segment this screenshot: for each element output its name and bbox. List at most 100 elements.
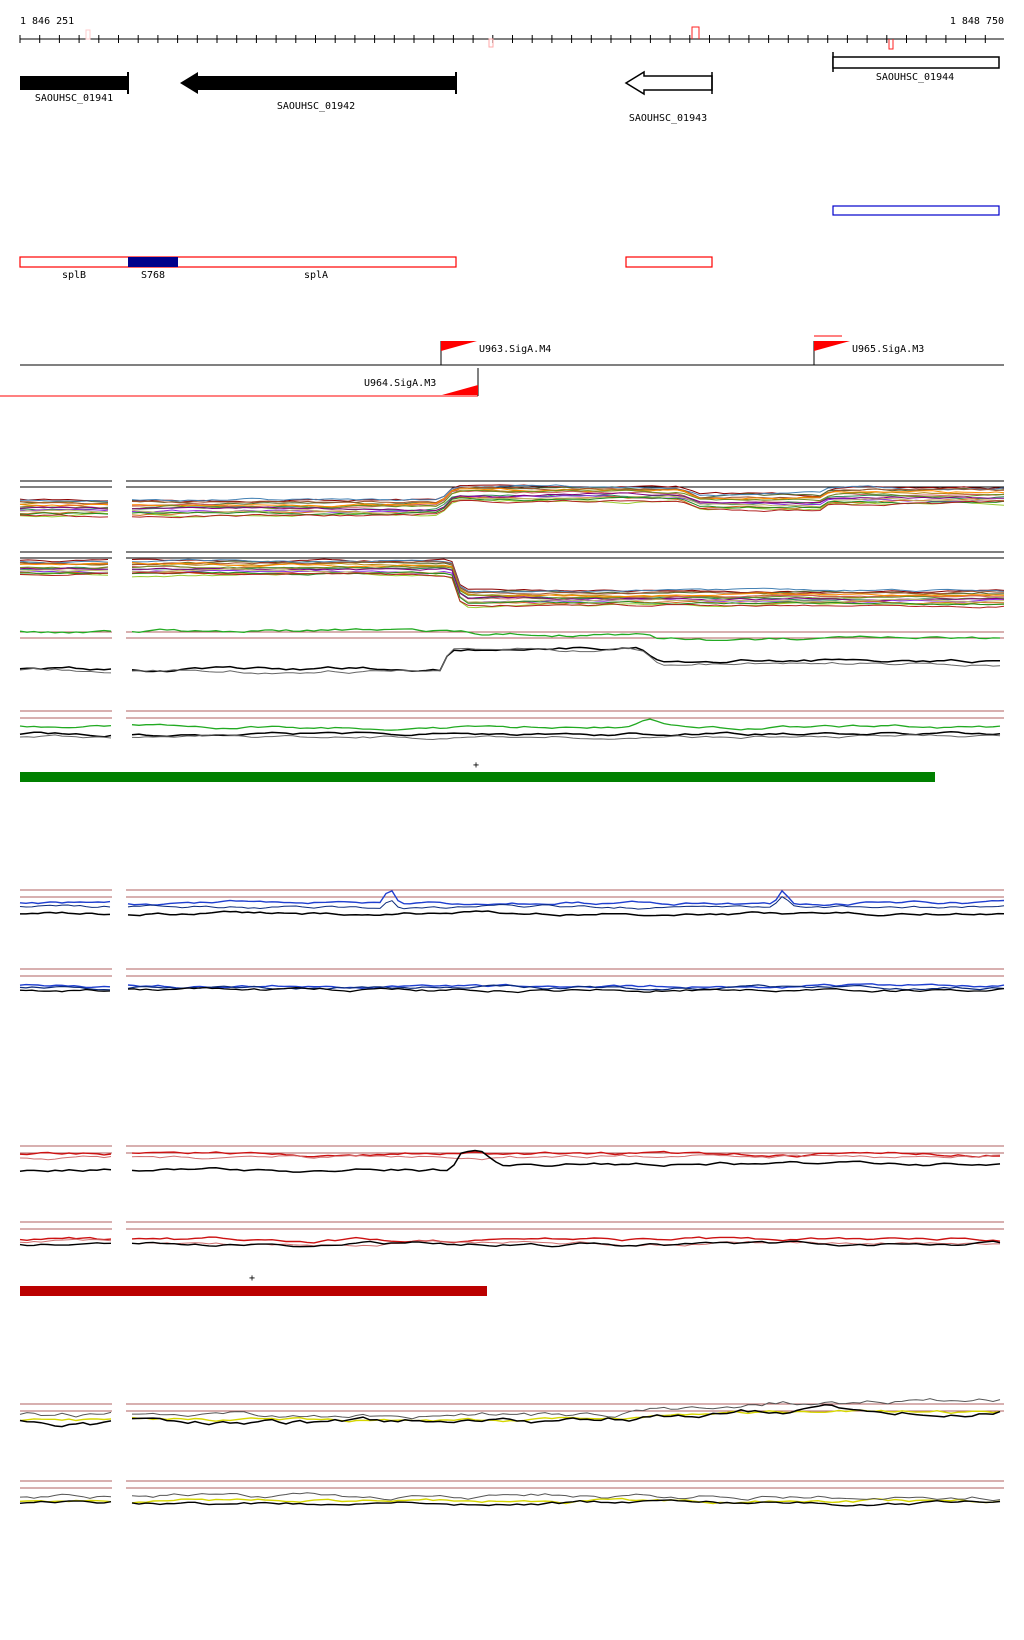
expression-line-grey	[19, 1493, 112, 1499]
expression-line	[131, 484, 1005, 502]
expression-line-black	[19, 1419, 112, 1428]
feature-label-splb: splB	[62, 270, 86, 281]
expression-line	[131, 499, 1005, 519]
expression-line-pink	[19, 1155, 112, 1161]
expression-line-black	[20, 911, 111, 916]
expression-line-black	[127, 986, 1005, 994]
expression-line-black	[19, 1168, 112, 1173]
gene-label: SAOUHSC_01944	[876, 72, 954, 83]
expression-line	[131, 494, 1005, 512]
expression-line-red	[19, 1236, 112, 1242]
expression-line-blue	[19, 983, 111, 989]
expression-line-green	[131, 718, 1001, 731]
feature-box-splb-spla[interactable]	[19, 256, 457, 268]
expression-line-yellow	[131, 1497, 1001, 1505]
segment-green[interactable]: +	[20, 760, 935, 782]
expression-line-black	[131, 646, 1001, 673]
expression-line	[19, 511, 109, 515]
expression-line-black	[19, 1242, 112, 1247]
expression-line-grey	[19, 667, 112, 674]
coordinate-ruler: 1 846 251 1 848 750	[19, 16, 1004, 50]
expression-line-pink	[131, 1154, 1001, 1161]
expression-line	[131, 496, 1005, 516]
expression-line-black	[19, 731, 112, 738]
expression-line-navy	[19, 904, 111, 908]
gene-track: SAOUHSC_01941 SAOUHSC_01942 SAOUHSC_0194…	[20, 52, 1000, 124]
expression-line	[19, 506, 109, 510]
expression-line-red	[131, 1236, 1001, 1244]
segment-marker: +	[249, 1273, 255, 1284]
feature-track: splB S768 splA	[19, 256, 713, 281]
expression-line-black	[131, 1240, 1001, 1248]
promoter-u964[interactable]: U964.SigA.M3	[0, 368, 479, 397]
expression-line	[131, 489, 1005, 510]
feature-box-right[interactable]	[625, 256, 713, 268]
gene-label: SAOUHSC_01942	[277, 101, 355, 112]
expression-line	[19, 503, 108, 507]
expression-line-grey	[131, 647, 1001, 675]
gene-saouhsc-01942[interactable]: SAOUHSC_01942	[180, 72, 457, 112]
expression-line	[19, 499, 109, 502]
expression-line-navy	[19, 985, 111, 991]
gene-label: SAOUHSC_01941	[35, 93, 113, 104]
expression-line-blue	[19, 900, 111, 905]
expression-line-green	[131, 628, 1001, 642]
expression-line	[131, 568, 1005, 603]
blue-annotation-box[interactable]	[832, 205, 1000, 216]
gene-saouhsc-01941[interactable]: SAOUHSC_01941	[20, 72, 129, 104]
expression-line	[19, 512, 109, 516]
expression-line-blue	[127, 983, 1005, 990]
expression-line	[132, 492, 1004, 512]
expression-line	[19, 514, 109, 518]
gene-saouhsc-01944[interactable]: SAOUHSC_01944	[832, 52, 1000, 83]
expression-line	[131, 560, 1005, 595]
expression-line	[131, 571, 1005, 606]
feature-label-s768: S768	[141, 270, 165, 281]
gene-saouhsc-01943[interactable]: SAOUHSC_01943	[624, 70, 713, 124]
expression-line-black	[131, 1149, 1001, 1173]
gene-label: SAOUHSC_01943	[629, 113, 707, 124]
ruler-ticks	[19, 35, 986, 43]
expression-line	[19, 560, 109, 564]
expression-line	[131, 487, 1005, 508]
expression-line-pink	[19, 1238, 112, 1244]
segment-marker: +	[473, 760, 479, 771]
expression-line-black	[19, 988, 111, 993]
promoter-track: U963.SigA.M4 U965.SigA.M3 U964.SigA.M3	[0, 335, 1004, 397]
ruler-end-label: 1 848 750	[950, 16, 1004, 27]
segment-red[interactable]: +	[20, 1273, 487, 1296]
expression-line-black	[19, 1500, 112, 1504]
expression-line-black	[127, 910, 1005, 917]
expression-line-black	[131, 1499, 1001, 1507]
expression-line-red	[131, 1150, 1001, 1158]
expression-line-green	[19, 724, 112, 729]
expression-line	[19, 572, 109, 577]
promoter-label: U965.SigA.M3	[852, 344, 924, 355]
expression-line	[20, 562, 109, 566]
promoter-label: U963.SigA.M4	[479, 344, 551, 355]
ruler-start-label: 1 846 251	[20, 16, 74, 27]
feature-s768[interactable]	[128, 257, 178, 267]
expression-line	[19, 559, 109, 563]
expression-line	[19, 501, 109, 505]
expression-line-grey	[131, 1492, 1001, 1502]
expression-tracks	[19, 480, 1005, 1507]
expression-line	[131, 562, 1005, 598]
expression-line-black	[131, 1404, 1001, 1426]
promoter-u963[interactable]: U963.SigA.M4	[440, 341, 551, 365]
expression-line	[19, 569, 109, 572]
expression-line-black	[131, 731, 1001, 738]
expression-line	[19, 508, 109, 512]
expression-line	[131, 565, 1005, 600]
expression-line-grey	[131, 733, 1001, 741]
expression-line	[19, 567, 109, 570]
promoter-u965[interactable]: U965.SigA.M3	[813, 335, 924, 365]
expression-line-red	[19, 1151, 112, 1156]
expression-line	[131, 571, 1005, 609]
expression-line-yellow	[19, 1418, 112, 1422]
expression-line-grey	[132, 1398, 1001, 1420]
expression-line	[131, 558, 1005, 593]
expression-line-green	[19, 629, 112, 634]
expression-line	[19, 562, 109, 565]
expression-line-grey	[19, 734, 112, 739]
